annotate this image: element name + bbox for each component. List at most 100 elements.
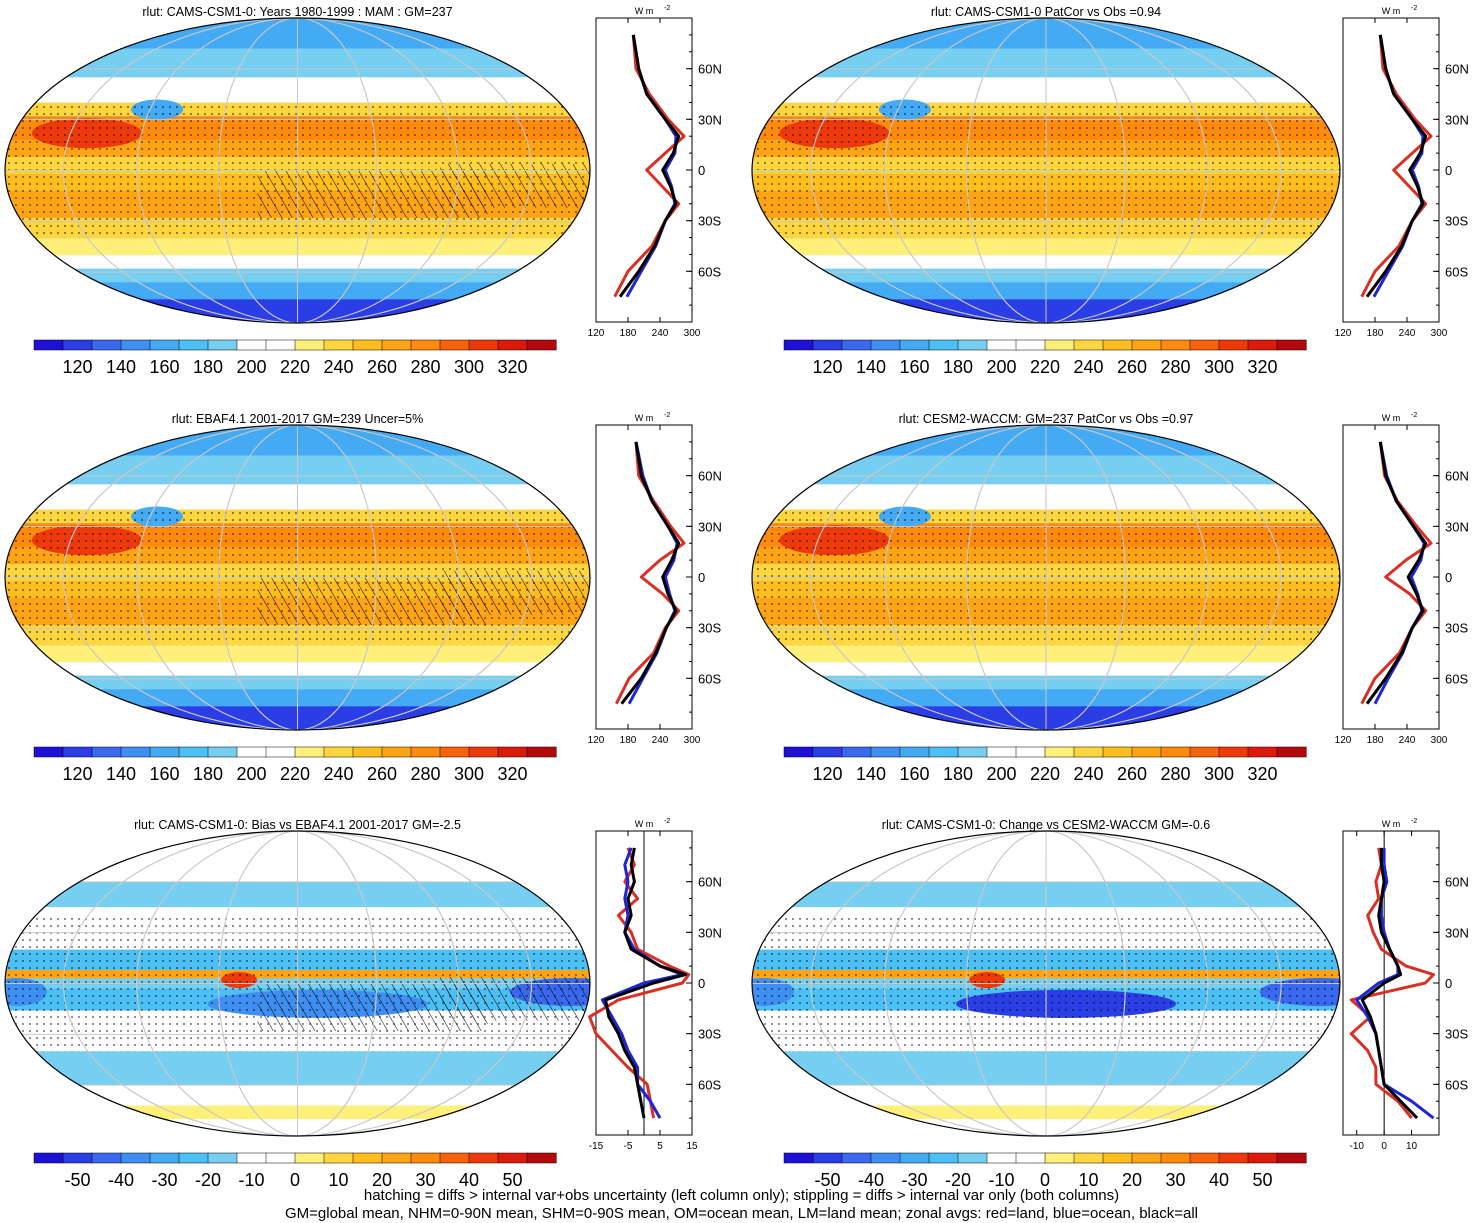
zonal-x-label: 240 bbox=[652, 328, 669, 339]
zonal-x-label: 240 bbox=[1399, 735, 1416, 746]
zonal-line-ocean bbox=[629, 442, 677, 704]
colorbar-swatch bbox=[295, 747, 324, 757]
colorbar-swatch bbox=[1045, 747, 1074, 757]
colorbar-swatch bbox=[813, 340, 842, 350]
zonal-lat-label: 60N bbox=[698, 469, 722, 484]
colorbar-tick-label: 320 bbox=[497, 764, 527, 784]
colorbar-tick-label: 180 bbox=[943, 764, 973, 784]
colorbar-swatch bbox=[987, 340, 1016, 350]
colorbar-swatch bbox=[353, 340, 382, 350]
zonal-lat-label: 60N bbox=[1445, 469, 1469, 484]
colorbar-tick-label: 280 bbox=[410, 764, 440, 784]
colorbar-swatch bbox=[411, 1153, 440, 1163]
colorbar-swatch bbox=[527, 747, 556, 757]
zonal-lat-label: 30S bbox=[1445, 214, 1468, 229]
colorbar-tick-label: 260 bbox=[1117, 764, 1147, 784]
colorbar-swatch bbox=[237, 1153, 266, 1163]
colorbar-tick-label: 120 bbox=[812, 357, 842, 377]
colorbar-swatch bbox=[784, 747, 813, 757]
colorbar-tick-label: 240 bbox=[323, 764, 353, 784]
colorbar-tick-label: 320 bbox=[1247, 764, 1277, 784]
colorbar-tick-label: 260 bbox=[367, 357, 397, 377]
colorbar-swatch bbox=[353, 747, 382, 757]
zonal-lat-label: 0 bbox=[698, 976, 705, 991]
colorbar-tick-label: 200 bbox=[986, 764, 1016, 784]
colorbar-swatch bbox=[1132, 747, 1161, 757]
zonal-lat-label: 60N bbox=[1445, 875, 1469, 890]
colorbar-tick-label: 200 bbox=[986, 357, 1016, 377]
zonal-lat-label: 60S bbox=[1445, 671, 1468, 686]
colorbar-swatch bbox=[382, 1153, 411, 1163]
colorbar-swatch bbox=[498, 747, 527, 757]
colorbar-swatch bbox=[1248, 747, 1277, 757]
colorbar-tick-label: 120 bbox=[812, 764, 842, 784]
zonal-x-label: -5 bbox=[624, 1141, 633, 1152]
zonal-unit-exponent: -2 bbox=[1411, 412, 1417, 419]
colorbar-tick-label: 280 bbox=[1160, 764, 1190, 784]
colorbar-swatch bbox=[1103, 1153, 1132, 1163]
colorbar-swatch bbox=[958, 747, 987, 757]
zonal-unit: W m bbox=[635, 413, 654, 423]
colorbar-swatch bbox=[900, 340, 929, 350]
colorbar-swatch bbox=[411, 747, 440, 757]
colorbar-swatch bbox=[1161, 1153, 1190, 1163]
colorbar-swatch bbox=[324, 340, 353, 350]
colorbar-swatch bbox=[208, 1153, 237, 1163]
zonal-x-label: 240 bbox=[652, 735, 669, 746]
zonal-lat-label: 60S bbox=[1445, 1077, 1468, 1092]
colorbar-swatch bbox=[34, 747, 63, 757]
map-field bbox=[0, 831, 630, 1136]
colorbar-tick-label: 260 bbox=[1117, 357, 1147, 377]
footer-line-1: hatching = diffs > internal var+obs unce… bbox=[0, 1187, 1483, 1205]
zonal-lat-label: 30S bbox=[1445, 621, 1468, 636]
colorbar-tick-label: 120 bbox=[62, 357, 92, 377]
zonal-x-label: -15 bbox=[589, 1141, 604, 1152]
footer-line-2: GM=global mean, NHM=0-90N mean, SHM=0-90… bbox=[0, 1205, 1483, 1223]
colorbar-swatch bbox=[784, 1153, 813, 1163]
colorbar-swatch bbox=[842, 1153, 871, 1163]
zonal-x-label: 120 bbox=[1335, 328, 1352, 339]
map-title: rlut: CESM2-WACCM: GM=237 PatCor vs Obs … bbox=[899, 412, 1194, 426]
zonal-line-ocean bbox=[602, 848, 682, 1118]
zonal-x-label: 5 bbox=[657, 1141, 663, 1152]
colorbar-swatch bbox=[1016, 340, 1045, 350]
zonal-lat-label: 0 bbox=[1445, 570, 1452, 585]
zonal-x-label: 180 bbox=[620, 328, 637, 339]
colorbar-swatch bbox=[121, 747, 150, 757]
colorbar-swatch bbox=[179, 747, 208, 757]
colorbar-swatch bbox=[1190, 747, 1219, 757]
panel-6: rlut: CAMS-CSM1-0: Change vs CESM2-WACCM… bbox=[734, 818, 1469, 1190]
colorbar-tick-label: 260 bbox=[367, 764, 397, 784]
zonal-unit-exponent: -2 bbox=[664, 412, 670, 419]
colorbar-tick-label: 300 bbox=[454, 764, 484, 784]
map-field bbox=[752, 18, 1340, 323]
panel-3: rlut: EBAF4.1 2001-2017 GM=239 Uncer=5%1… bbox=[5, 412, 722, 784]
map-title: rlut: CAMS-CSM1-0 PatCor vs Obs =0.94 bbox=[931, 5, 1161, 19]
colorbar-swatch bbox=[842, 747, 871, 757]
colorbar-swatch bbox=[1074, 1153, 1103, 1163]
colorbar-tick-label: 160 bbox=[149, 764, 179, 784]
colorbar-swatch bbox=[929, 340, 958, 350]
panel-2: rlut: CAMS-CSM1-0 PatCor vs Obs =0.94 120… bbox=[752, 5, 1469, 377]
colorbar-swatch bbox=[295, 340, 324, 350]
zonal-unit: W m bbox=[635, 6, 654, 16]
colorbar-swatch bbox=[1161, 340, 1190, 350]
colorbar-swatch bbox=[987, 747, 1016, 757]
colorbar-swatch bbox=[498, 340, 527, 350]
zonal-frame bbox=[596, 18, 692, 322]
colorbar-tick-label: 140 bbox=[856, 764, 886, 784]
colorbar-swatch bbox=[1219, 340, 1248, 350]
colorbar-tick-label: 320 bbox=[1247, 357, 1277, 377]
colorbar-tick-label: 280 bbox=[410, 357, 440, 377]
colorbar-swatch bbox=[900, 1153, 929, 1163]
colorbar-swatch bbox=[63, 747, 92, 757]
colorbar-swatch bbox=[498, 1153, 527, 1163]
zonal-line-ocean bbox=[1375, 442, 1424, 704]
colorbar-tick-label: 240 bbox=[1073, 764, 1103, 784]
colorbar-swatch bbox=[121, 1153, 150, 1163]
colorbar-swatch bbox=[1277, 340, 1306, 350]
zonal-unit: W m bbox=[1382, 819, 1401, 829]
